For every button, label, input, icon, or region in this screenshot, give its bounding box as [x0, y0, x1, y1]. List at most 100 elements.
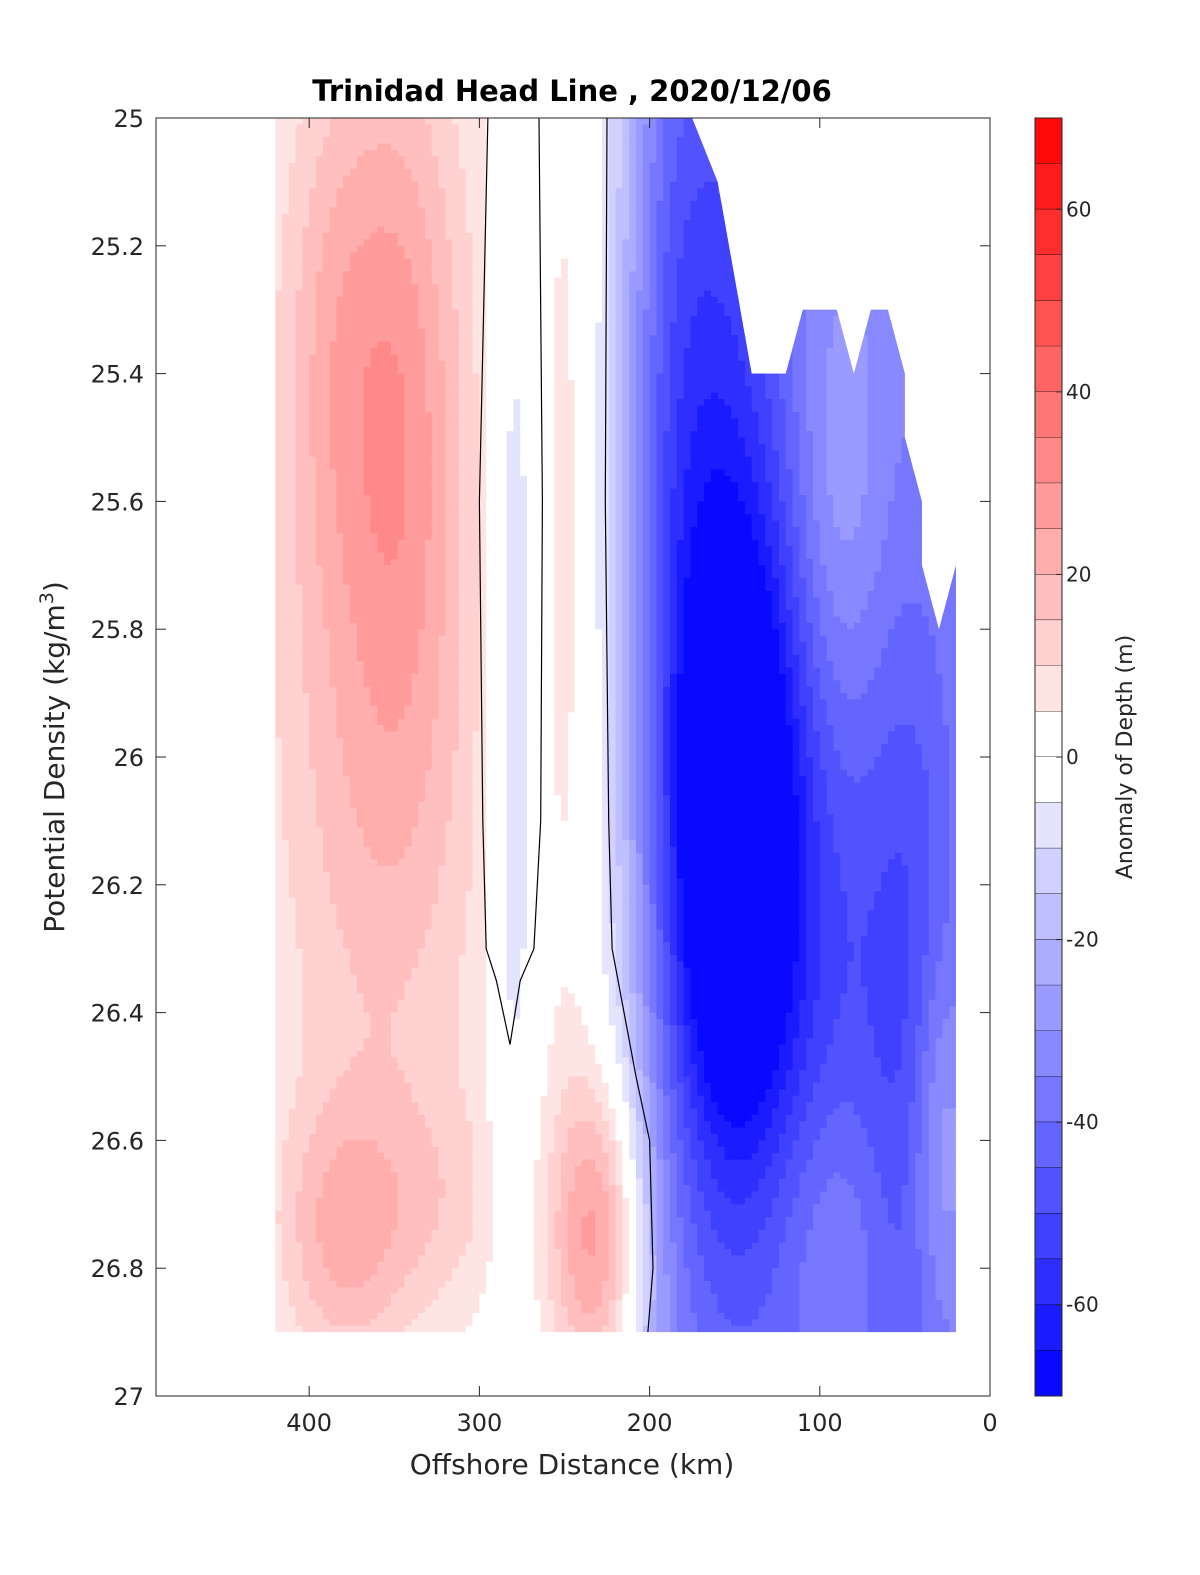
heatmap-cell — [397, 328, 406, 336]
heatmap-cell — [329, 1127, 338, 1135]
heatmap-cell — [315, 1306, 324, 1314]
heatmap-cell — [431, 1274, 440, 1282]
heatmap-cell — [377, 987, 385, 995]
heatmap-cell — [452, 194, 460, 202]
heatmap-cell — [281, 392, 290, 400]
heatmap-cell — [329, 1223, 338, 1231]
heatmap-cell — [370, 712, 378, 720]
heatmap-cell — [350, 1057, 358, 1065]
heatmap-cell — [281, 149, 290, 157]
heatmap-cell — [390, 277, 399, 285]
heatmap-cell — [309, 750, 317, 758]
heatmap-cell — [322, 1102, 331, 1110]
heatmap-cell — [418, 501, 426, 509]
heatmap-cell — [356, 341, 365, 349]
heatmap-cell — [431, 558, 440, 566]
heatmap-cell — [363, 999, 372, 1007]
heatmap-cell — [424, 673, 433, 681]
heatmap-cell — [363, 1089, 372, 1097]
heatmap-cell — [431, 750, 440, 758]
heatmap-cell — [370, 616, 378, 624]
heatmap-cell — [295, 916, 303, 924]
heatmap-cell — [404, 335, 412, 343]
heatmap-cell — [445, 201, 453, 209]
heatmap-cell — [424, 546, 433, 554]
heatmap-cell — [445, 213, 453, 221]
heatmap-cell — [315, 450, 324, 458]
heatmap-cell — [370, 201, 378, 209]
heatmap-cell — [404, 737, 412, 745]
heatmap-cell — [336, 1134, 344, 1141]
heatmap-cell — [350, 673, 358, 681]
heatmap-cell — [377, 373, 385, 381]
heatmap-cell — [377, 1127, 385, 1135]
heatmap-cell — [322, 392, 331, 400]
heatmap-cell — [411, 1063, 419, 1071]
heatmap-cell — [329, 718, 338, 726]
heatmap-cell — [384, 833, 392, 841]
heatmap-cell — [397, 725, 406, 733]
heatmap-cell — [370, 603, 378, 611]
heatmap-cell — [288, 603, 297, 611]
heatmap-cell — [322, 1108, 331, 1116]
heatmap-cell — [411, 290, 419, 298]
heatmap-cell — [343, 948, 351, 956]
heatmap-cell — [315, 686, 324, 694]
heatmap-cell — [424, 769, 433, 777]
heatmap-cell — [329, 386, 338, 394]
heatmap-cell — [329, 725, 338, 733]
heatmap-cell — [315, 1108, 324, 1116]
heatmap-cell — [281, 808, 290, 816]
heatmap-cell — [315, 859, 324, 867]
heatmap-cell — [350, 820, 358, 828]
heatmap-cell — [302, 411, 310, 419]
heatmap-cell — [404, 143, 412, 151]
heatmap-cell — [309, 252, 317, 260]
heatmap-cell — [295, 1025, 303, 1033]
heatmap-cell — [397, 1268, 406, 1276]
heatmap-cell — [377, 923, 385, 931]
heatmap-cell — [363, 501, 372, 509]
heatmap-cell — [438, 641, 446, 649]
heatmap-cell — [295, 348, 303, 356]
heatmap-cell — [370, 482, 378, 490]
heatmap-cell — [377, 252, 385, 260]
heatmap-cell — [281, 379, 290, 387]
heatmap-cell — [288, 1172, 297, 1180]
heatmap-cell — [377, 1261, 385, 1269]
heatmap-cell — [377, 661, 385, 669]
heatmap-cell — [384, 846, 392, 854]
heatmap-cell — [397, 495, 406, 502]
heatmap-cell — [302, 379, 310, 387]
heatmap-cell — [438, 1082, 446, 1090]
heatmap-cell — [356, 712, 365, 720]
heatmap-cell — [431, 1287, 440, 1295]
heatmap-cell — [370, 916, 378, 924]
heatmap-cell — [322, 699, 331, 707]
heatmap-cell — [411, 916, 419, 924]
heatmap-cell — [404, 348, 412, 356]
heatmap-cell — [336, 929, 344, 937]
heatmap-cell — [329, 1280, 338, 1288]
heatmap-cell — [322, 1306, 331, 1314]
heatmap-cell — [404, 296, 412, 304]
heatmap-cell — [295, 418, 303, 426]
heatmap-cell — [363, 443, 372, 451]
heatmap-cell — [377, 910, 385, 918]
heatmap-cell — [322, 616, 331, 624]
heatmap-cell — [275, 118, 283, 125]
heatmap-cell — [350, 533, 358, 541]
heatmap-cell — [445, 354, 453, 362]
heatmap-cell — [384, 1134, 392, 1141]
heatmap-cell — [315, 1038, 324, 1046]
heatmap-cell — [377, 776, 385, 784]
heatmap-cell — [281, 987, 290, 995]
heatmap-cell — [377, 296, 385, 304]
heatmap-cell — [322, 1025, 331, 1033]
heatmap-cell — [411, 552, 419, 560]
heatmap-cell — [281, 635, 290, 643]
heatmap-cell — [390, 1172, 399, 1180]
heatmap-cell — [363, 156, 372, 164]
heatmap-cell — [411, 1121, 419, 1129]
heatmap-cell — [322, 725, 331, 733]
